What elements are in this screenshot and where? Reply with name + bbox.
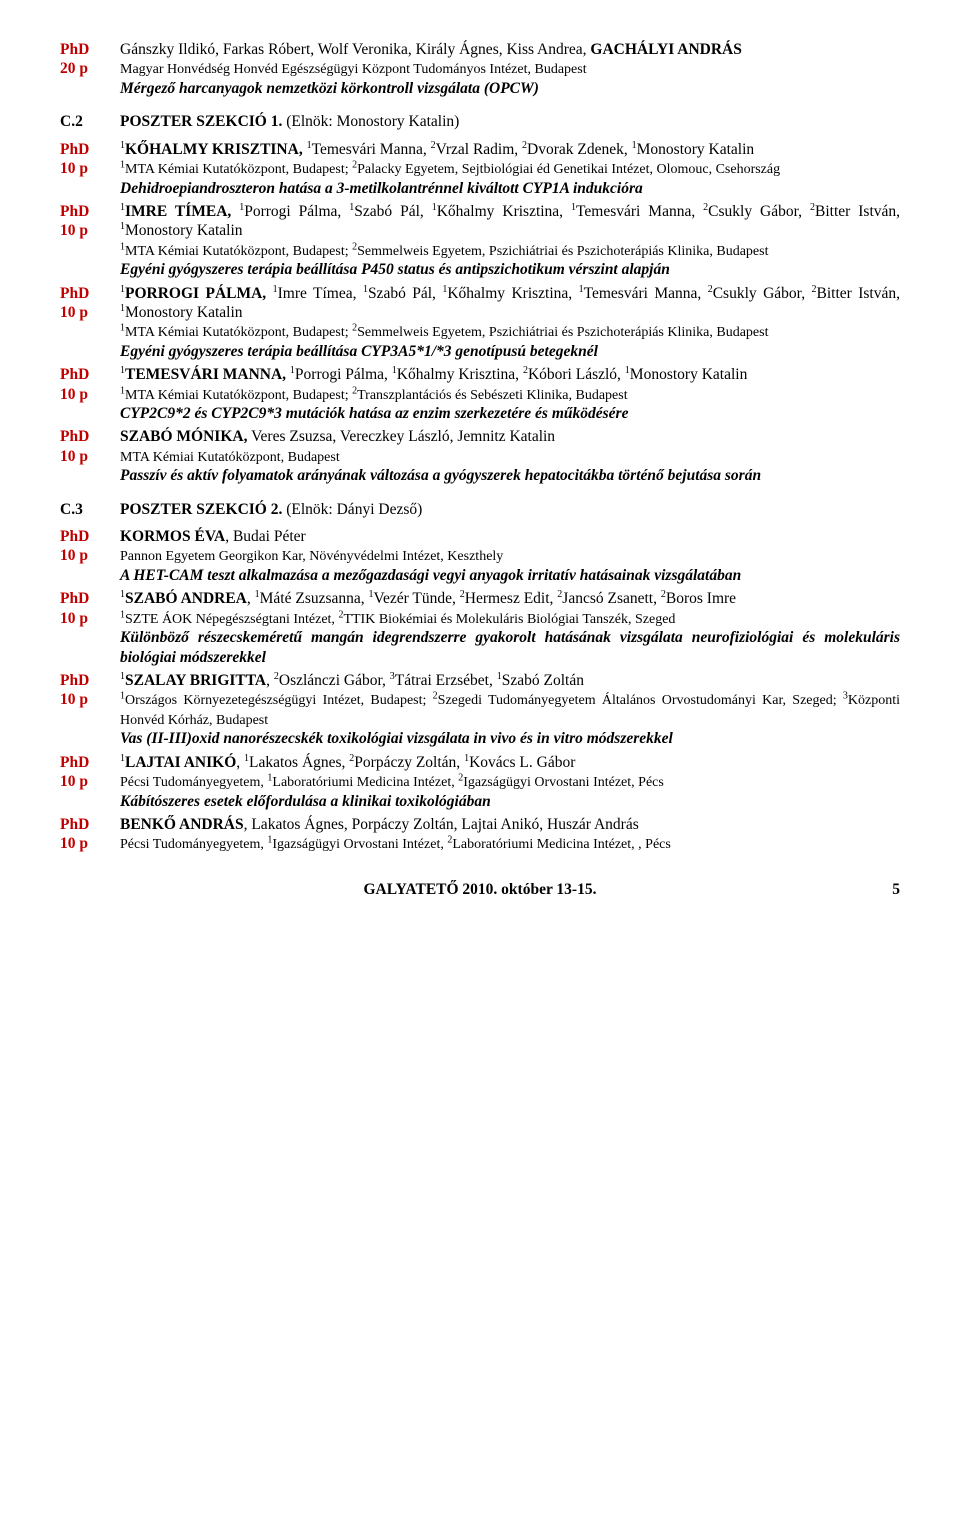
entry-tag: PhD 10 p [60, 815, 120, 854]
entry-body: Gánszky Ildikó, Farkas Róbert, Wolf Vero… [120, 40, 900, 98]
section-title: POSZTER SZEKCIÓ 1. (Elnök: Monostory Kat… [120, 112, 900, 131]
entry-tag: PhD 10 p [60, 202, 120, 280]
entry-body: 1SZALAY BRIGITTA, 2Oszlánczi Gábor, 3Tát… [120, 671, 900, 749]
page-number: 5 [860, 880, 900, 899]
duration-label: 10 p [60, 447, 120, 466]
entry-body: 1TEMESVÁRI MANNA, 1Porrogi Pálma, 1Kőhal… [120, 365, 900, 423]
entry-body: BENKŐ ANDRÁS, Lakatos Ágnes, Porpáczy Zo… [120, 815, 900, 854]
footer-conference: GALYATETŐ 2010. október 13-15. [100, 880, 860, 899]
degree-label: PhD [60, 285, 89, 302]
duration-label: 10 p [60, 609, 120, 628]
entry-body: 1KŐHALMY KRISZTINA, 1Temesvári Manna, 2V… [120, 140, 900, 198]
abstract-title: CYP2C9*2 és CYP2C9*3 mutációk hatása az … [120, 405, 628, 422]
authors-plain: Gánszky Ildikó, Farkas Róbert, Wolf Vero… [120, 41, 590, 58]
authors-plain: , Lakatos Ágnes, Porpáczy Zoltán, Lajtai… [244, 816, 639, 833]
duration-label: 10 p [60, 546, 120, 565]
affiliation: Pannon Egyetem Georgikon Kar, Növényvéde… [120, 549, 503, 564]
affiliation: MTA Kémiai Kutatóközpont, Budapest [120, 450, 340, 465]
degree-label: PhD [60, 754, 89, 771]
abstract-title: A HET-CAM teszt alkalmazása a mezőgazdas… [120, 567, 741, 584]
abstract-entry: PhD 10 p 1IMRE TÍMEA, 1Porrogi Pálma, 1S… [60, 202, 900, 280]
entry-body: 1IMRE TÍMEA, 1Porrogi Pálma, 1Szabó Pál,… [120, 202, 900, 280]
degree-label: PhD [60, 590, 89, 607]
page-footer: GALYATETŐ 2010. október 13-15. 5 [60, 880, 900, 899]
entry-tag: PhD 10 p [60, 365, 120, 423]
abstract-entry: PhD 10 p 1KŐHALMY KRISZTINA, 1Temesvári … [60, 140, 900, 198]
entry-tag: PhD 10 p [60, 527, 120, 585]
abstract-title: Kábítószeres esetek előfordulása a klini… [120, 793, 491, 810]
abstract-entry: PhD 10 p 1SZALAY BRIGITTA, 2Oszlánczi Gá… [60, 671, 900, 749]
entry-tag: PhD 10 p [60, 284, 120, 362]
section-heading-c3: C.3 POSZTER SZEKCIÓ 2. (Elnök: Dányi Dez… [60, 500, 900, 519]
abstract-title: Mérgező harcanyagok nemzetközi körkontro… [120, 80, 539, 97]
abstract-title: Dehidroepiandroszteron hatása a 3-metilk… [120, 180, 643, 197]
affiliation: Magyar Honvédség Honvéd Egészségügyi Köz… [120, 62, 587, 77]
authors-bold: KORMOS ÉVA [120, 528, 225, 545]
entry-body: 1PORROGI PÁLMA, 1Imre Tímea, 1Szabó Pál,… [120, 284, 900, 362]
entry-tag: PhD 10 p [60, 140, 120, 198]
entry-tag: PhD 20 p [60, 40, 120, 98]
authors-bold: BENKŐ ANDRÁS [120, 816, 244, 833]
entry-body: SZABÓ MÓNIKA, Veres Zsuzsa, Vereczkey Lá… [120, 427, 900, 485]
abstract-title: Egyéni gyógyszeres terápia beállítása P4… [120, 261, 670, 278]
section-title: POSZTER SZEKCIÓ 2. (Elnök: Dányi Dezső) [120, 500, 900, 519]
abstract-entry: PhD 10 p 1PORROGI PÁLMA, 1Imre Tímea, 1S… [60, 284, 900, 362]
entry-tag: PhD 10 p [60, 427, 120, 485]
degree-label: PhD [60, 366, 89, 383]
duration-label: 10 p [60, 385, 120, 404]
duration-label: 10 p [60, 159, 120, 178]
degree-label: PhD [60, 528, 89, 545]
authors-bold: SZABÓ MÓNIKA, [120, 428, 247, 445]
degree-label: PhD [60, 672, 89, 689]
abstract-title: Egyéni gyógyszeres terápia beállítása CY… [120, 343, 598, 360]
authors-bold: GACHÁLYI ANDRÁS [590, 41, 741, 58]
degree-label: PhD [60, 41, 89, 58]
abstract-entry: PhD 10 p 1SZABÓ ANDREA, 1Máté Zsuzsanna,… [60, 589, 900, 667]
abstract-entry: PhD 10 p BENKŐ ANDRÁS, Lakatos Ágnes, Po… [60, 815, 900, 854]
entry-tag: PhD 10 p [60, 589, 120, 667]
section-chair: (Elnök: Monostory Katalin) [282, 113, 459, 130]
abstract-entry: PhD 10 p 1LAJTAI ANIKÓ, 1Lakatos Ágnes, … [60, 753, 900, 811]
duration-label: 10 p [60, 221, 120, 240]
abstract-title: Passzív és aktív folyamatok arányának vá… [120, 467, 761, 484]
duration-label: 20 p [60, 59, 120, 78]
duration-label: 10 p [60, 690, 120, 709]
entry-tag: PhD 10 p [60, 671, 120, 749]
entry-body: KORMOS ÉVA, Budai Péter Pannon Egyetem G… [120, 527, 900, 585]
duration-label: 10 p [60, 303, 120, 322]
section-heading-c2: C.2 POSZTER SZEKCIÓ 1. (Elnök: Monostory… [60, 112, 900, 131]
authors-plain: , Budai Péter [225, 528, 306, 545]
abstract-title: Vas (II-III)oxid nanorészecskék toxikoló… [120, 730, 673, 747]
entry-tag: PhD 10 p [60, 753, 120, 811]
abstract-entry: PhD 10 p SZABÓ MÓNIKA, Veres Zsuzsa, Ver… [60, 427, 900, 485]
entry-body: 1SZABÓ ANDREA, 1Máté Zsuzsanna, 1Vezér T… [120, 589, 900, 667]
authors-plain: Veres Zsuzsa, Vereczkey László, Jemnitz … [247, 428, 555, 445]
section-chair: (Elnök: Dányi Dezső) [282, 501, 422, 518]
abstract-entry: PhD 20 p Gánszky Ildikó, Farkas Róbert, … [60, 40, 900, 98]
degree-label: PhD [60, 816, 89, 833]
degree-label: PhD [60, 141, 89, 158]
abstract-entry: PhD 10 p 1TEMESVÁRI MANNA, 1Porrogi Pálm… [60, 365, 900, 423]
degree-label: PhD [60, 203, 89, 220]
degree-label: PhD [60, 428, 89, 445]
abstract-title: Különböző részecskeméretű mangán idegren… [120, 629, 900, 665]
entry-body: 1LAJTAI ANIKÓ, 1Lakatos Ágnes, 2Porpáczy… [120, 753, 900, 811]
section-code: C.2 [60, 112, 120, 131]
duration-label: 10 p [60, 834, 120, 853]
duration-label: 10 p [60, 772, 120, 791]
abstract-entry: PhD 10 p KORMOS ÉVA, Budai Péter Pannon … [60, 527, 900, 585]
section-code: C.3 [60, 500, 120, 519]
